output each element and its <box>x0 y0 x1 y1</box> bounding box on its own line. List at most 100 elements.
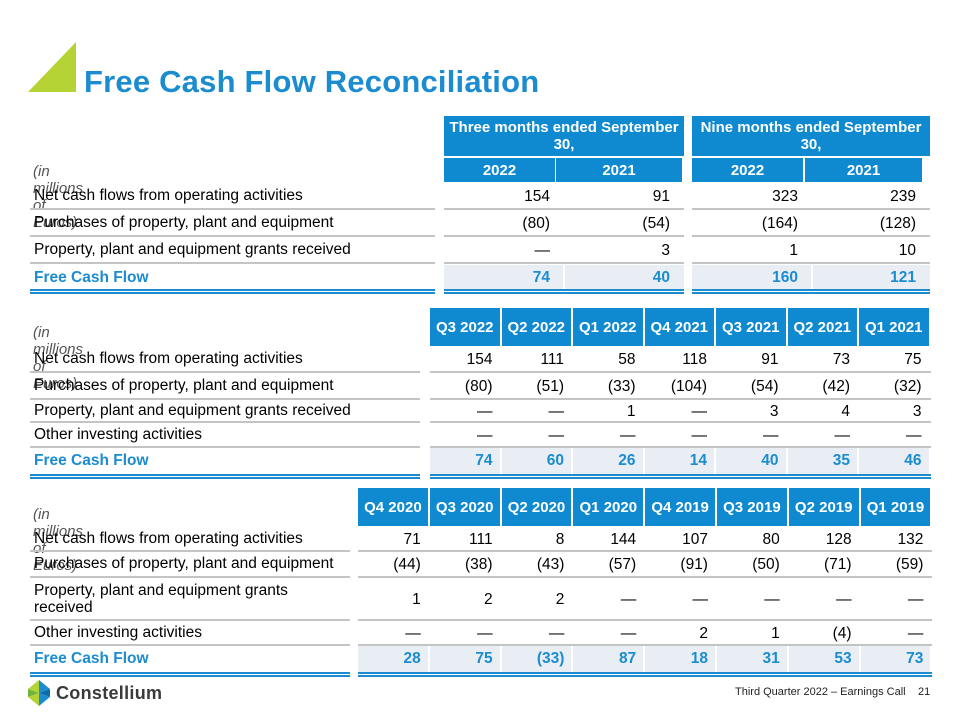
table-cell: 4 <box>841 402 850 420</box>
double-underline <box>30 474 420 479</box>
free-cash-flow-row: Free Cash Flow 74 60 26 14 40 35 46 <box>0 448 960 479</box>
table-cell: — <box>692 590 708 608</box>
row-label: Property, plant and equipment grants rec… <box>30 238 435 264</box>
column-header: Q1 2019 <box>860 488 931 526</box>
table-cell: 53 <box>834 650 852 667</box>
table-cell: 1 <box>626 402 636 420</box>
column-header: Q4 2019 <box>645 488 715 526</box>
column-header: Q3 2019 <box>717 488 787 526</box>
column-header: 2021 <box>805 158 922 182</box>
table-cell: (104) <box>670 378 707 395</box>
table-cell: 18 <box>690 650 708 667</box>
table-cell: (33) <box>607 378 636 395</box>
corner-triangle-icon <box>28 42 76 92</box>
column-header: Q2 2019 <box>788 488 859 526</box>
table-cell: (42) <box>822 378 850 395</box>
row-label: Purchases of property, plant and equipme… <box>30 211 435 237</box>
table-cell: (80) <box>522 215 550 232</box>
table-row: Net cash flows from operating activities… <box>0 347 960 373</box>
table-cell: 73 <box>832 351 850 368</box>
row-divider <box>358 552 933 578</box>
double-underline <box>692 289 930 294</box>
table-cell: — <box>534 242 551 259</box>
fcf-cell-bg <box>430 448 500 474</box>
row-label: Property, plant and equipment grants rec… <box>30 400 420 423</box>
fcf-cell-bg <box>787 448 857 474</box>
table-cell: 71 <box>403 530 421 548</box>
table-row: Other investing activities — — — — 2 1 (4) — <box>0 621 960 646</box>
table-cell: 154 <box>466 351 493 368</box>
cell-separator <box>563 265 565 291</box>
table-row: Purchases of property, plant and equipme… <box>0 374 960 400</box>
table-cell: 91 <box>761 351 779 368</box>
table-cell: 87 <box>618 650 637 667</box>
table-cell: — <box>620 426 636 444</box>
group-header-nine-months: Nine months ended September 30, <box>692 116 930 156</box>
fcf-cell-bg <box>644 448 714 474</box>
fcf-cell-bg <box>573 646 644 672</box>
table-row: Purchases of property, plant and equipme… <box>0 211 960 237</box>
table-cell: 58 <box>618 351 636 368</box>
table-row: Net cash flows from operating activities… <box>0 527 960 552</box>
table-cell: 1 <box>789 242 798 259</box>
row-label: Net cash flows from operating activities <box>30 184 435 210</box>
table-cell: 160 <box>772 269 798 286</box>
table-cell: 111 <box>469 530 493 548</box>
table-cell: 75 <box>475 650 493 667</box>
table-cell: 26 <box>618 452 636 469</box>
table-cell: (164) <box>761 215 798 232</box>
column-header: 2021 <box>556 158 682 182</box>
column-header: Q3 2020 <box>429 488 500 526</box>
footer-page-number: 21 <box>918 686 931 698</box>
column-header: Q3 2022 <box>430 308 500 346</box>
table-cell: 121 <box>890 269 916 286</box>
unit-label: (in millions of Euros) <box>33 324 84 392</box>
table-cell: 75 <box>904 351 922 368</box>
table-cell: (4) <box>832 624 852 642</box>
table-cell: — <box>834 426 851 444</box>
row-divider <box>692 184 930 210</box>
table-cell: 35 <box>832 452 850 469</box>
table-cell: (33) <box>536 650 565 667</box>
table-cell: 2 <box>699 624 708 642</box>
table-cell: (91) <box>680 556 708 573</box>
logo-wordmark: Constellium <box>56 682 163 703</box>
row-label: Net cash flows from operating activities <box>30 347 420 373</box>
column-header: Q2 2020 <box>501 488 572 526</box>
column-header: Q1 2022 <box>573 308 643 346</box>
table-cell: — <box>477 426 493 444</box>
table-cell: — <box>548 402 565 420</box>
fcf-cell-bg <box>860 646 931 672</box>
row-label: Other investing activities <box>30 423 420 448</box>
table-cell: 40 <box>652 269 670 286</box>
table-cell: 28 <box>403 650 421 667</box>
table-cell: 3 <box>912 402 922 420</box>
table-cell: 118 <box>682 351 707 368</box>
row-label: Purchases of property, plant and equipme… <box>30 552 350 578</box>
table-cell: — <box>764 590 780 608</box>
column-header: Q1 2020 <box>573 488 644 526</box>
table-row: Property, plant and equipment grants rec… <box>0 400 960 423</box>
table-row: Purchases of property, plant and equipme… <box>0 552 960 578</box>
row-divider <box>444 211 684 237</box>
table-cell: — <box>836 590 852 608</box>
column-header: 2022 <box>692 158 803 182</box>
row-label: Free Cash Flow <box>34 650 149 667</box>
column-header: Q1 2021 <box>859 308 929 346</box>
row-divider <box>430 423 931 448</box>
table-cell: 74 <box>532 269 550 286</box>
row-divider <box>692 211 930 237</box>
table-cell: 2 <box>483 590 493 608</box>
row-divider <box>430 374 931 400</box>
table-cell: (50) <box>752 556 780 573</box>
row-label: Free Cash Flow <box>34 269 149 286</box>
table-cell: (44) <box>393 556 421 573</box>
row-label: Free Cash Flow <box>34 452 149 469</box>
group-header-three-months: Three months ended September 30, <box>444 116 684 156</box>
double-underline <box>444 289 684 294</box>
double-underline <box>30 289 435 294</box>
table-cell: 73 <box>906 650 924 667</box>
fcf-cell-bg <box>501 646 572 672</box>
table-cell: 60 <box>546 452 564 469</box>
double-underline <box>430 474 931 479</box>
